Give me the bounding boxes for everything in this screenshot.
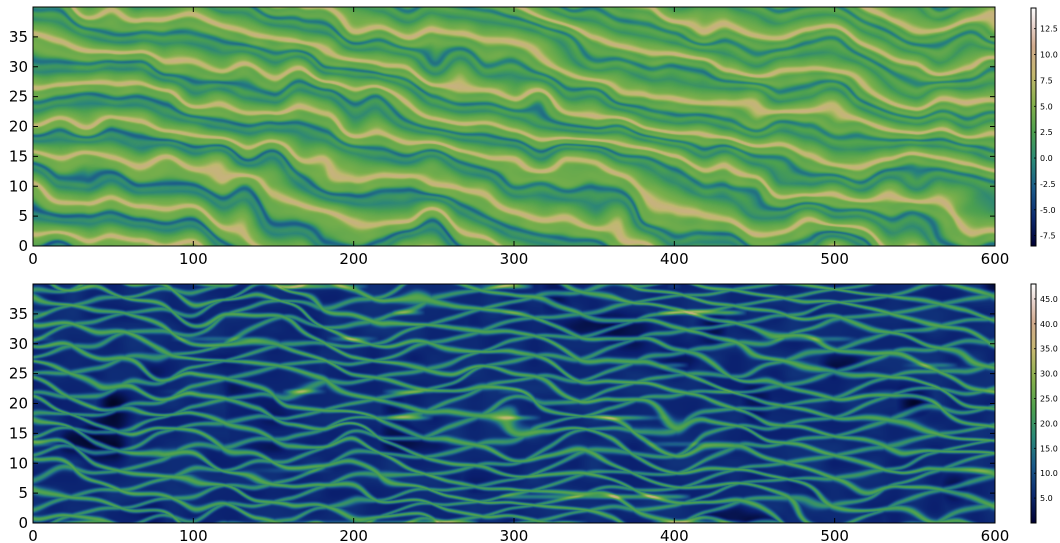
colorbar-tick-label: -7.5	[1040, 232, 1056, 241]
colorbar-tick-label: 10.0	[1040, 469, 1058, 478]
colorbar-2: 5.0 10.0 15.0 20.0 25.0 30.0 35.0 40.0 45.0	[1030, 283, 1058, 524]
y-tick-label: 30	[9, 335, 28, 353]
colorbar-tick-label: 0.0	[1040, 154, 1053, 163]
x-tick-label: 600	[981, 527, 1010, 543]
x-tick-label: 0	[28, 527, 38, 543]
heatmap-image	[33, 7, 995, 246]
y-tick-label: 15	[9, 147, 28, 165]
heatmap-panel-2: 0 100 200 300 400 500 600 0 5 10 15 20 25 30 35	[9, 283, 1010, 543]
colorbar-tick-label: 7.5	[1040, 76, 1053, 85]
x-tick-label: 100	[179, 250, 208, 268]
colorbar-tick-label: 15.0	[1040, 444, 1058, 453]
x-tick-label: 300	[500, 527, 529, 543]
heatmap-image	[33, 284, 995, 523]
colorbar-gradient	[1030, 283, 1037, 524]
colorbar-tick-label: 30.0	[1040, 370, 1058, 379]
colorbar-gradient	[1030, 7, 1037, 247]
y-tick-label: 25	[9, 365, 28, 383]
y-tick-label: 35	[9, 305, 28, 323]
colorbar-tick-label: 5.0	[1040, 494, 1053, 503]
colorbar-1: -7.5 -5.0 -2.5 0.0 2.5 5.0 7.5 10.0 12.5	[1030, 7, 1058, 247]
y-tick-label: 30	[9, 58, 28, 76]
y-tick-label: 35	[9, 28, 28, 46]
colorbar-tick-label: 12.5	[1040, 25, 1058, 34]
y-tick-label: 5	[18, 484, 28, 502]
x-tick-label: 600	[981, 250, 1010, 268]
x-tick-label: 200	[339, 527, 368, 543]
colorbar-tick-label: -5.0	[1040, 206, 1056, 215]
y-tick-label: 20	[9, 395, 28, 413]
y-tick-label: 0	[18, 237, 28, 255]
colorbar-tick-label: 25.0	[1040, 395, 1058, 404]
x-tick-label: 500	[820, 527, 849, 543]
colorbar-tick-label: 10.0	[1040, 51, 1058, 60]
x-tick-label: 300	[500, 250, 529, 268]
colorbar-tick-label: 2.5	[1040, 128, 1053, 137]
x-tick-label: 400	[660, 250, 689, 268]
colorbar-tick-label: -2.5	[1040, 180, 1056, 189]
x-tick-label: 500	[820, 250, 849, 268]
x-tick-label: 400	[660, 527, 689, 543]
x-tick-label: 200	[339, 250, 368, 268]
y-tick-label: 5	[18, 207, 28, 225]
colorbar-tick-label: 35.0	[1040, 345, 1058, 354]
colorbar-tick-label: 40.0	[1040, 320, 1058, 329]
y-tick-label: 0	[18, 514, 28, 532]
heatmap-panel-1: 0 100 200 300 400 500 600 0 5 10 15 20 25 30 35	[9, 6, 1010, 268]
x-tick-label: 100	[179, 527, 208, 543]
y-tick-label: 20	[9, 118, 28, 136]
colorbar-tick-label: 5.0	[1040, 102, 1053, 111]
colorbar-tick-label: 45.0	[1040, 295, 1058, 304]
y-tick-label: 15	[9, 424, 28, 442]
y-tick-label: 10	[9, 454, 28, 472]
y-tick-label: 25	[9, 88, 28, 106]
y-tick-label: 10	[9, 177, 28, 195]
x-tick-label: 0	[28, 250, 38, 268]
colorbar-tick-label: 20.0	[1040, 419, 1058, 428]
